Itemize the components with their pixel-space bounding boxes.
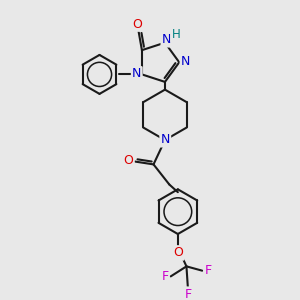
Text: F: F [204,264,211,277]
Text: H: H [172,28,180,41]
Text: O: O [173,246,183,260]
Text: O: O [124,154,134,166]
Text: F: F [161,270,169,283]
Text: F: F [184,288,191,300]
Text: N: N [160,133,170,146]
Text: N: N [132,67,141,80]
Text: N: N [162,33,171,46]
Text: O: O [132,18,142,31]
Text: N: N [181,55,190,68]
